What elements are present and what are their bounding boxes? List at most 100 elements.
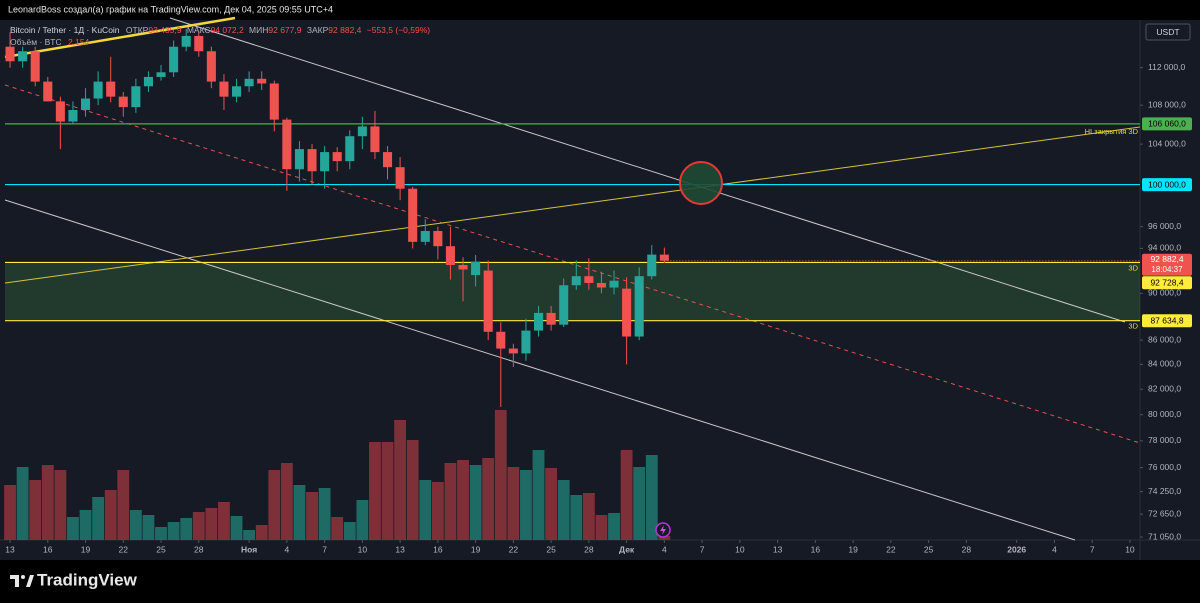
candle-body — [571, 276, 581, 286]
logo-mark — [10, 575, 19, 587]
y-tick-label: 108 000,0 — [1148, 99, 1186, 109]
legend-key: МАКС — [187, 25, 211, 35]
candle-body — [370, 126, 380, 153]
legend-key: ОТКР — [126, 25, 149, 35]
candle-body — [471, 261, 481, 276]
candle-body — [533, 312, 544, 331]
volume-bar — [444, 463, 457, 540]
candle-body — [408, 188, 418, 242]
volume-bar — [243, 530, 256, 540]
candle-body — [634, 276, 644, 337]
y-tick-label: 112 000,0 — [1148, 62, 1185, 72]
x-tick-label: 10 — [735, 544, 745, 554]
volume-bar — [620, 450, 633, 540]
volume-bar — [54, 470, 67, 540]
x-tick-label: 13 — [5, 544, 15, 554]
candle-body — [609, 280, 619, 288]
x-tick-label: 22 — [509, 544, 519, 554]
highlight-circle — [679, 161, 723, 205]
candle-body — [433, 230, 443, 247]
candle-body — [18, 51, 28, 62]
last-price-tag — [1142, 253, 1192, 276]
x-tick-label: 4 — [662, 544, 667, 554]
x-tick-label: 10 — [358, 544, 368, 554]
legend-value: 92 677,9 — [268, 25, 301, 35]
candle-body — [420, 230, 430, 242]
volume-bar — [570, 495, 583, 540]
annotation: 3D — [1128, 322, 1138, 331]
volume-bar — [457, 460, 469, 540]
candle-body — [307, 149, 317, 172]
x-tick-label: 4 — [284, 544, 289, 554]
volume-layer — [4, 410, 671, 540]
level-label: 100 000,0 — [1148, 179, 1186, 189]
volume-bar — [343, 522, 356, 540]
volume-bar — [67, 517, 79, 540]
volume-bar — [645, 455, 658, 540]
x-tick-label: 28 — [962, 544, 972, 554]
volume-bar — [406, 440, 419, 540]
x-tick-label: 16 — [433, 544, 443, 554]
candle-body — [546, 312, 556, 325]
y-tick-label: 78 000,0 — [1148, 435, 1181, 445]
legend-key: ЗАКР — [307, 25, 329, 35]
y-tick-label: 76 000,0 — [1148, 462, 1181, 472]
candle-body — [93, 81, 103, 99]
candle-body — [584, 276, 594, 283]
x-tick-label: 13 — [395, 544, 405, 554]
volume-bar — [167, 522, 180, 540]
volume-bar — [545, 468, 558, 540]
volume-bar — [142, 515, 155, 540]
x-tick-label: 4 — [1052, 544, 1057, 554]
candle-body — [257, 78, 267, 84]
currency-box — [1145, 23, 1191, 41]
candle-layer — [5, 28, 669, 408]
x-tick-label: Дек — [619, 544, 635, 554]
candle-body — [106, 81, 116, 97]
x-tick-label: 16 — [43, 544, 53, 554]
x-tick-label: 2026 — [1007, 544, 1026, 554]
volume-bar — [230, 516, 243, 540]
x-tick-label: 16 — [811, 544, 821, 554]
candle-body — [68, 109, 78, 122]
candle-body — [659, 254, 669, 261]
candle-body — [320, 152, 330, 172]
x-tick-label: 28 — [194, 544, 204, 554]
logo-mark — [21, 575, 25, 579]
level-tag — [1142, 314, 1192, 328]
countdown: 18:04:37 — [1151, 265, 1183, 274]
candle-body — [596, 282, 606, 288]
volume-bar — [394, 420, 407, 540]
y-tick-label: 90 000,0 — [1148, 287, 1181, 297]
drawings — [4, 16, 1141, 541]
level-tag — [1142, 117, 1192, 131]
candle-body — [156, 72, 166, 77]
level-tag — [1142, 178, 1192, 192]
volume-bar — [280, 463, 293, 540]
x-tick-label: 19 — [471, 544, 481, 554]
level-layer — [5, 123, 1140, 322]
volume-bar — [658, 536, 671, 540]
candle-body — [206, 51, 216, 82]
candle-body — [496, 331, 506, 349]
candle-body — [357, 126, 367, 137]
volume-bar — [41, 465, 54, 540]
candle-body — [81, 98, 91, 110]
annotation: HI закрытия 3D — [1085, 127, 1139, 136]
volume-bar — [129, 510, 142, 540]
volume-bar — [318, 488, 331, 540]
trend-line — [4, 199, 1076, 541]
volume-bar — [331, 517, 344, 540]
x-tick-label: 7 — [322, 544, 327, 554]
candle-body — [483, 270, 493, 332]
volume-bar — [255, 525, 268, 540]
volume-bar — [205, 508, 218, 540]
volume-bar — [381, 442, 394, 540]
volume-bar — [633, 467, 646, 540]
x-tick-label: 19 — [848, 544, 858, 554]
y-tick-label: 84 000,0 — [1148, 359, 1181, 369]
volume-bar — [92, 497, 105, 540]
x-tick-label: 7 — [1090, 544, 1095, 554]
x-tick-label: 19 — [81, 544, 91, 554]
